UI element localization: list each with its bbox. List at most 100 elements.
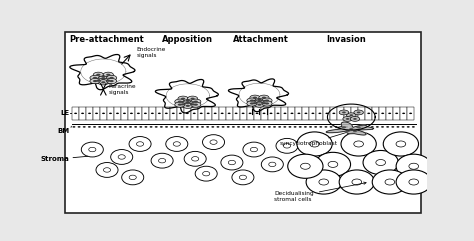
Circle shape	[325, 126, 328, 128]
Circle shape	[249, 113, 252, 114]
Circle shape	[412, 126, 415, 128]
FancyBboxPatch shape	[65, 32, 421, 213]
Circle shape	[116, 113, 119, 114]
Circle shape	[178, 102, 188, 107]
Circle shape	[356, 126, 361, 128]
Ellipse shape	[319, 179, 328, 185]
Circle shape	[273, 126, 276, 128]
Circle shape	[98, 76, 109, 81]
Circle shape	[95, 113, 98, 114]
Bar	[330, 107, 337, 120]
Bar	[358, 107, 365, 120]
Bar	[233, 107, 240, 120]
Circle shape	[255, 99, 264, 104]
Ellipse shape	[243, 142, 265, 157]
Bar	[393, 107, 400, 120]
Ellipse shape	[129, 175, 137, 180]
Ellipse shape	[409, 179, 419, 185]
Circle shape	[186, 99, 190, 101]
Circle shape	[339, 113, 342, 114]
Bar	[323, 107, 330, 120]
Circle shape	[98, 80, 109, 85]
Bar	[72, 107, 79, 120]
Circle shape	[109, 113, 112, 114]
Circle shape	[83, 126, 86, 128]
Circle shape	[255, 113, 258, 114]
Text: Pre-attachment: Pre-attachment	[70, 35, 145, 44]
Circle shape	[332, 113, 335, 114]
Circle shape	[253, 126, 255, 128]
Ellipse shape	[372, 170, 408, 194]
Circle shape	[381, 126, 384, 128]
Circle shape	[353, 130, 357, 132]
Circle shape	[262, 102, 266, 104]
Circle shape	[342, 112, 346, 113]
Ellipse shape	[151, 153, 173, 168]
Circle shape	[181, 126, 183, 128]
Ellipse shape	[239, 175, 246, 180]
Circle shape	[342, 126, 346, 128]
Ellipse shape	[221, 155, 243, 170]
Circle shape	[289, 126, 292, 128]
Ellipse shape	[328, 161, 338, 167]
Circle shape	[106, 74, 110, 76]
Ellipse shape	[376, 160, 385, 166]
Circle shape	[109, 80, 114, 82]
Circle shape	[109, 126, 111, 128]
Bar	[212, 107, 219, 120]
Bar	[295, 107, 302, 120]
Circle shape	[214, 113, 217, 114]
Bar	[191, 107, 198, 120]
Circle shape	[255, 102, 264, 107]
Bar	[274, 107, 282, 120]
Circle shape	[181, 103, 185, 105]
Circle shape	[250, 102, 254, 105]
Ellipse shape	[269, 162, 276, 167]
Circle shape	[291, 113, 293, 114]
Circle shape	[165, 126, 168, 128]
Circle shape	[93, 72, 103, 77]
Circle shape	[262, 97, 266, 99]
Ellipse shape	[89, 147, 96, 152]
Circle shape	[103, 78, 113, 83]
Circle shape	[182, 98, 193, 103]
Circle shape	[98, 126, 101, 128]
Circle shape	[207, 113, 210, 114]
Circle shape	[263, 126, 266, 128]
Ellipse shape	[195, 166, 217, 181]
Circle shape	[179, 113, 182, 114]
Circle shape	[232, 126, 235, 128]
Circle shape	[191, 99, 201, 104]
Circle shape	[129, 126, 132, 128]
Circle shape	[106, 80, 110, 82]
Circle shape	[335, 126, 337, 128]
Bar	[261, 107, 267, 120]
Circle shape	[109, 77, 114, 79]
Circle shape	[250, 100, 260, 106]
Bar	[337, 107, 344, 120]
Circle shape	[150, 126, 153, 128]
Circle shape	[386, 126, 389, 128]
Circle shape	[186, 101, 190, 103]
Bar	[86, 107, 93, 120]
Circle shape	[253, 97, 257, 99]
Ellipse shape	[283, 144, 291, 148]
Circle shape	[165, 113, 168, 114]
Circle shape	[175, 99, 185, 104]
Circle shape	[88, 113, 91, 114]
Circle shape	[170, 126, 173, 128]
Circle shape	[81, 113, 84, 114]
Circle shape	[353, 113, 356, 114]
Circle shape	[360, 126, 364, 128]
Circle shape	[191, 98, 195, 100]
Circle shape	[293, 126, 297, 128]
Circle shape	[137, 113, 140, 114]
Ellipse shape	[306, 170, 341, 194]
Circle shape	[217, 126, 219, 128]
Circle shape	[350, 126, 353, 128]
Bar	[240, 107, 246, 120]
Bar	[351, 107, 358, 120]
Bar	[254, 107, 261, 120]
Ellipse shape	[276, 138, 298, 153]
Circle shape	[354, 110, 364, 115]
